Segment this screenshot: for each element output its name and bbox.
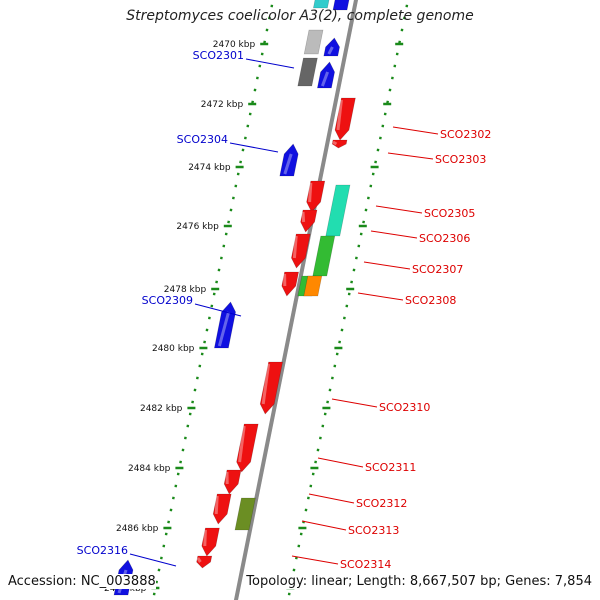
gene-SCO2311b xyxy=(223,469,242,495)
gene-label-SCO2312-leader xyxy=(308,493,355,504)
gene-label-SCO2303-leader xyxy=(387,152,434,160)
gene-label-SCO2308: SCO2308 xyxy=(405,294,456,307)
accession-label: Accession: NC_003888 xyxy=(8,574,156,589)
gene-SCO2312-shade xyxy=(214,495,219,515)
gene-SCO2311 xyxy=(236,423,259,473)
gene-label-SCO2311-leader xyxy=(317,457,364,468)
gene-SCO2307-shade xyxy=(292,235,298,259)
gene-label-SCO2302: SCO2302 xyxy=(440,128,491,141)
gene-SCO2309-shade xyxy=(217,311,231,347)
gene-SCO2310-shade xyxy=(261,363,271,405)
gene-SCO2303 xyxy=(331,139,348,149)
gene-label-SCO2305-leader xyxy=(375,205,423,214)
gene-feature-gray-light xyxy=(303,29,324,55)
gene-feature-gray xyxy=(297,57,318,87)
gene-SCO2311-shade xyxy=(238,425,246,463)
gene-label-SCO2301: SCO2301 xyxy=(193,49,244,62)
gene-feature-cyan xyxy=(313,0,330,9)
ruler-label: 2470 kbp xyxy=(213,40,256,50)
gene-label-SCO2316: SCO2316 xyxy=(77,544,128,557)
gene-SCO2305 xyxy=(306,180,326,213)
gene-feature-orange xyxy=(303,275,323,297)
gene-label-SCO2305: SCO2305 xyxy=(424,207,475,220)
gene-label-SCO2309-leader xyxy=(194,303,242,317)
gene-label-SCO2307: SCO2307 xyxy=(412,263,463,276)
gene-label-SCO2303: SCO2303 xyxy=(435,153,486,166)
ruler-label: 2476 kbp xyxy=(176,222,219,232)
gene-SCO2308 xyxy=(281,271,299,297)
gene-label-SCO2313: SCO2313 xyxy=(348,524,399,537)
gene-label-SCO2309: SCO2309 xyxy=(142,294,193,307)
ruler-label: 2484 kbp xyxy=(128,464,171,474)
gene-label-SCO2312: SCO2312 xyxy=(356,497,407,510)
gene-label-SCO2307-leader xyxy=(363,261,411,270)
gene-label-SCO2314: SCO2314 xyxy=(340,558,391,571)
gene-SCO2304-shade xyxy=(283,153,293,175)
gene-label-SCO2306-leader xyxy=(370,230,418,239)
gene-label-SCO2308-leader xyxy=(357,292,404,301)
ruler-label: 2482 kbp xyxy=(140,404,183,414)
gene-SCO2302 xyxy=(334,97,356,141)
gene-feature-blue-shade xyxy=(320,71,330,87)
gene-SCO2310 xyxy=(259,361,283,415)
ruler-label: 2478 kbp xyxy=(164,285,207,295)
gene-label-SCO2306: SCO2306 xyxy=(419,232,470,245)
ruler-label: 2486 kbp xyxy=(116,524,159,534)
gene-label-SCO2316-leader xyxy=(129,553,177,567)
genome-backbone xyxy=(233,0,359,600)
map-title: Streptomyces coelicolor A3(2), complete … xyxy=(126,8,474,24)
gene-SCO2312 xyxy=(212,493,232,525)
gene-SCO2314-shade xyxy=(196,557,202,563)
gene-label-SCO2311: SCO2311 xyxy=(365,461,416,474)
gene-SCO2304 xyxy=(279,143,299,177)
gene-feature-olive xyxy=(234,497,256,531)
gene-SCO2302-shade xyxy=(336,99,343,131)
gene-label-SCO2304-leader xyxy=(229,142,279,153)
gene-label-SCO2304: SCO2304 xyxy=(177,133,228,146)
ruler-label: 2472 kbp xyxy=(201,100,244,110)
gene-label-SCO2301-leader xyxy=(245,58,295,69)
gene-SCO2313 xyxy=(201,527,220,557)
gene-SCO2314 xyxy=(196,555,213,569)
gene-label-SCO2302-leader xyxy=(392,126,439,135)
gene-label-SCO2310-leader xyxy=(331,398,378,408)
gene-SCO2313-shade xyxy=(203,529,207,547)
gene-SCO2303-shade xyxy=(332,140,338,146)
gene-feature-teal xyxy=(325,184,351,237)
gene-label-SCO2313-leader xyxy=(301,520,347,531)
gene-SCO2307 xyxy=(291,233,311,269)
ruler-label: 2480 kbp xyxy=(152,344,195,354)
ruler-label: 2474 kbp xyxy=(188,163,231,173)
gene-feature-blue xyxy=(332,0,350,11)
gene-SCO2305-shade xyxy=(308,182,313,203)
gene-label-SCO2314-leader xyxy=(291,555,339,565)
gene-feature-blue xyxy=(317,61,335,89)
topology-label: Topology: linear; Length: 8,667,507 bp; … xyxy=(246,574,592,589)
gene-feature-blue-shade xyxy=(327,46,334,55)
gene-label-SCO2310: SCO2310 xyxy=(379,401,430,414)
gene-feature-blue xyxy=(323,37,340,57)
gene-SCO2306-shade xyxy=(301,211,306,223)
gene-SCO2306 xyxy=(300,209,318,233)
gene-feature-green xyxy=(312,235,336,277)
